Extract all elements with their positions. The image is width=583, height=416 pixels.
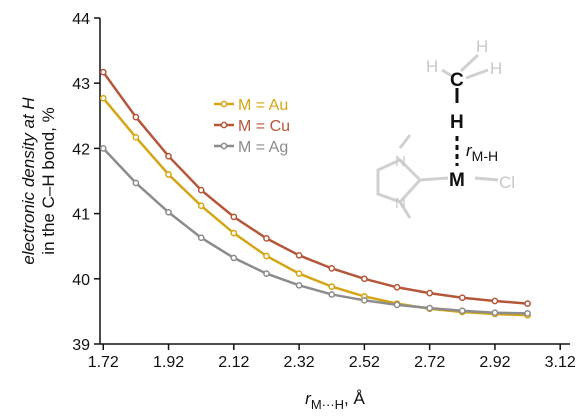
data-point [263, 252, 270, 260]
x-tick-label: 3.12 [545, 354, 576, 371]
data-point [197, 202, 205, 210]
atom-label: H [426, 57, 438, 76]
x-tick-label: 1.92 [153, 354, 184, 371]
data-point [132, 113, 140, 121]
data-point [99, 145, 107, 152]
data-point [295, 281, 303, 289]
y-tick-label: 42 [72, 141, 90, 158]
distance-label: rM-H [466, 141, 498, 164]
legend-label: M = Ag [238, 139, 288, 156]
data-point [458, 307, 466, 315]
atom-label: M [449, 170, 465, 191]
data-point [230, 254, 238, 262]
data-point [263, 235, 270, 242]
data-point [99, 94, 107, 102]
x-axis-label: rM···H, Å [305, 389, 365, 412]
series-line [102, 147, 528, 315]
data-point [426, 289, 434, 297]
x-tick-label: 2.32 [284, 354, 315, 371]
series-line [102, 71, 528, 305]
legend-marker [220, 142, 228, 150]
data-point [524, 310, 531, 317]
data-point [524, 300, 531, 307]
data-point [328, 283, 336, 290]
legend-marker [220, 100, 228, 108]
data-point [295, 251, 303, 259]
y-tick-label: 44 [72, 11, 90, 28]
distance-symbol: r [466, 141, 473, 160]
x-tick-label: 2.52 [349, 354, 380, 371]
data-point [132, 179, 140, 187]
data-point [491, 309, 499, 317]
data-point [393, 283, 401, 291]
data-point [99, 68, 107, 76]
data-point [165, 171, 172, 178]
data-point [328, 291, 336, 298]
legend-label: M = Au [238, 97, 288, 114]
atom-label: C [450, 70, 464, 91]
data-point [491, 297, 499, 305]
data-point [165, 208, 172, 216]
legend-marker [220, 121, 228, 129]
data-point [197, 186, 205, 194]
data-point [393, 301, 401, 309]
data-point [230, 213, 238, 221]
y-tick-label: 43 [72, 76, 90, 93]
atom-label: Cl [499, 173, 515, 192]
x-tick-label: 1.72 [88, 354, 119, 371]
legend-label: M = Cu [238, 118, 290, 135]
molecule: H H H C H M Cl N N rM-H [376, 37, 515, 219]
y-tick-label: 40 [72, 272, 90, 289]
data-point [426, 304, 434, 312]
x-label-symbol: r [305, 389, 312, 408]
data-point [132, 133, 140, 141]
x-label-unit: , Å [344, 389, 365, 408]
data-point [263, 270, 270, 277]
atom-label: H [490, 59, 502, 78]
data-point [458, 294, 466, 302]
data-point [230, 229, 238, 237]
distance-subscript: M-H [472, 148, 498, 164]
data-point [328, 265, 336, 272]
y-axis-label: in the C–H bond, % [39, 107, 58, 254]
atom-label: H [476, 37, 488, 56]
x-tick-label: 2.92 [479, 354, 510, 371]
x-tick-label: 2.72 [414, 354, 445, 371]
y-tick-label: 39 [72, 337, 90, 354]
x-tick-label: 2.12 [218, 354, 249, 371]
data-point [361, 275, 368, 283]
atom-label: N [395, 153, 406, 170]
x-label-subscript: M···H [311, 397, 344, 412]
y-axis-label: electronic density at H [19, 97, 38, 265]
data-point [197, 234, 205, 242]
y-tick-label: 41 [72, 207, 90, 224]
data-point [165, 152, 172, 160]
data-point [295, 270, 303, 277]
data-point [361, 296, 368, 304]
atom-label: H [450, 112, 464, 133]
atom-label: N [395, 195, 406, 212]
series-line [102, 97, 528, 317]
